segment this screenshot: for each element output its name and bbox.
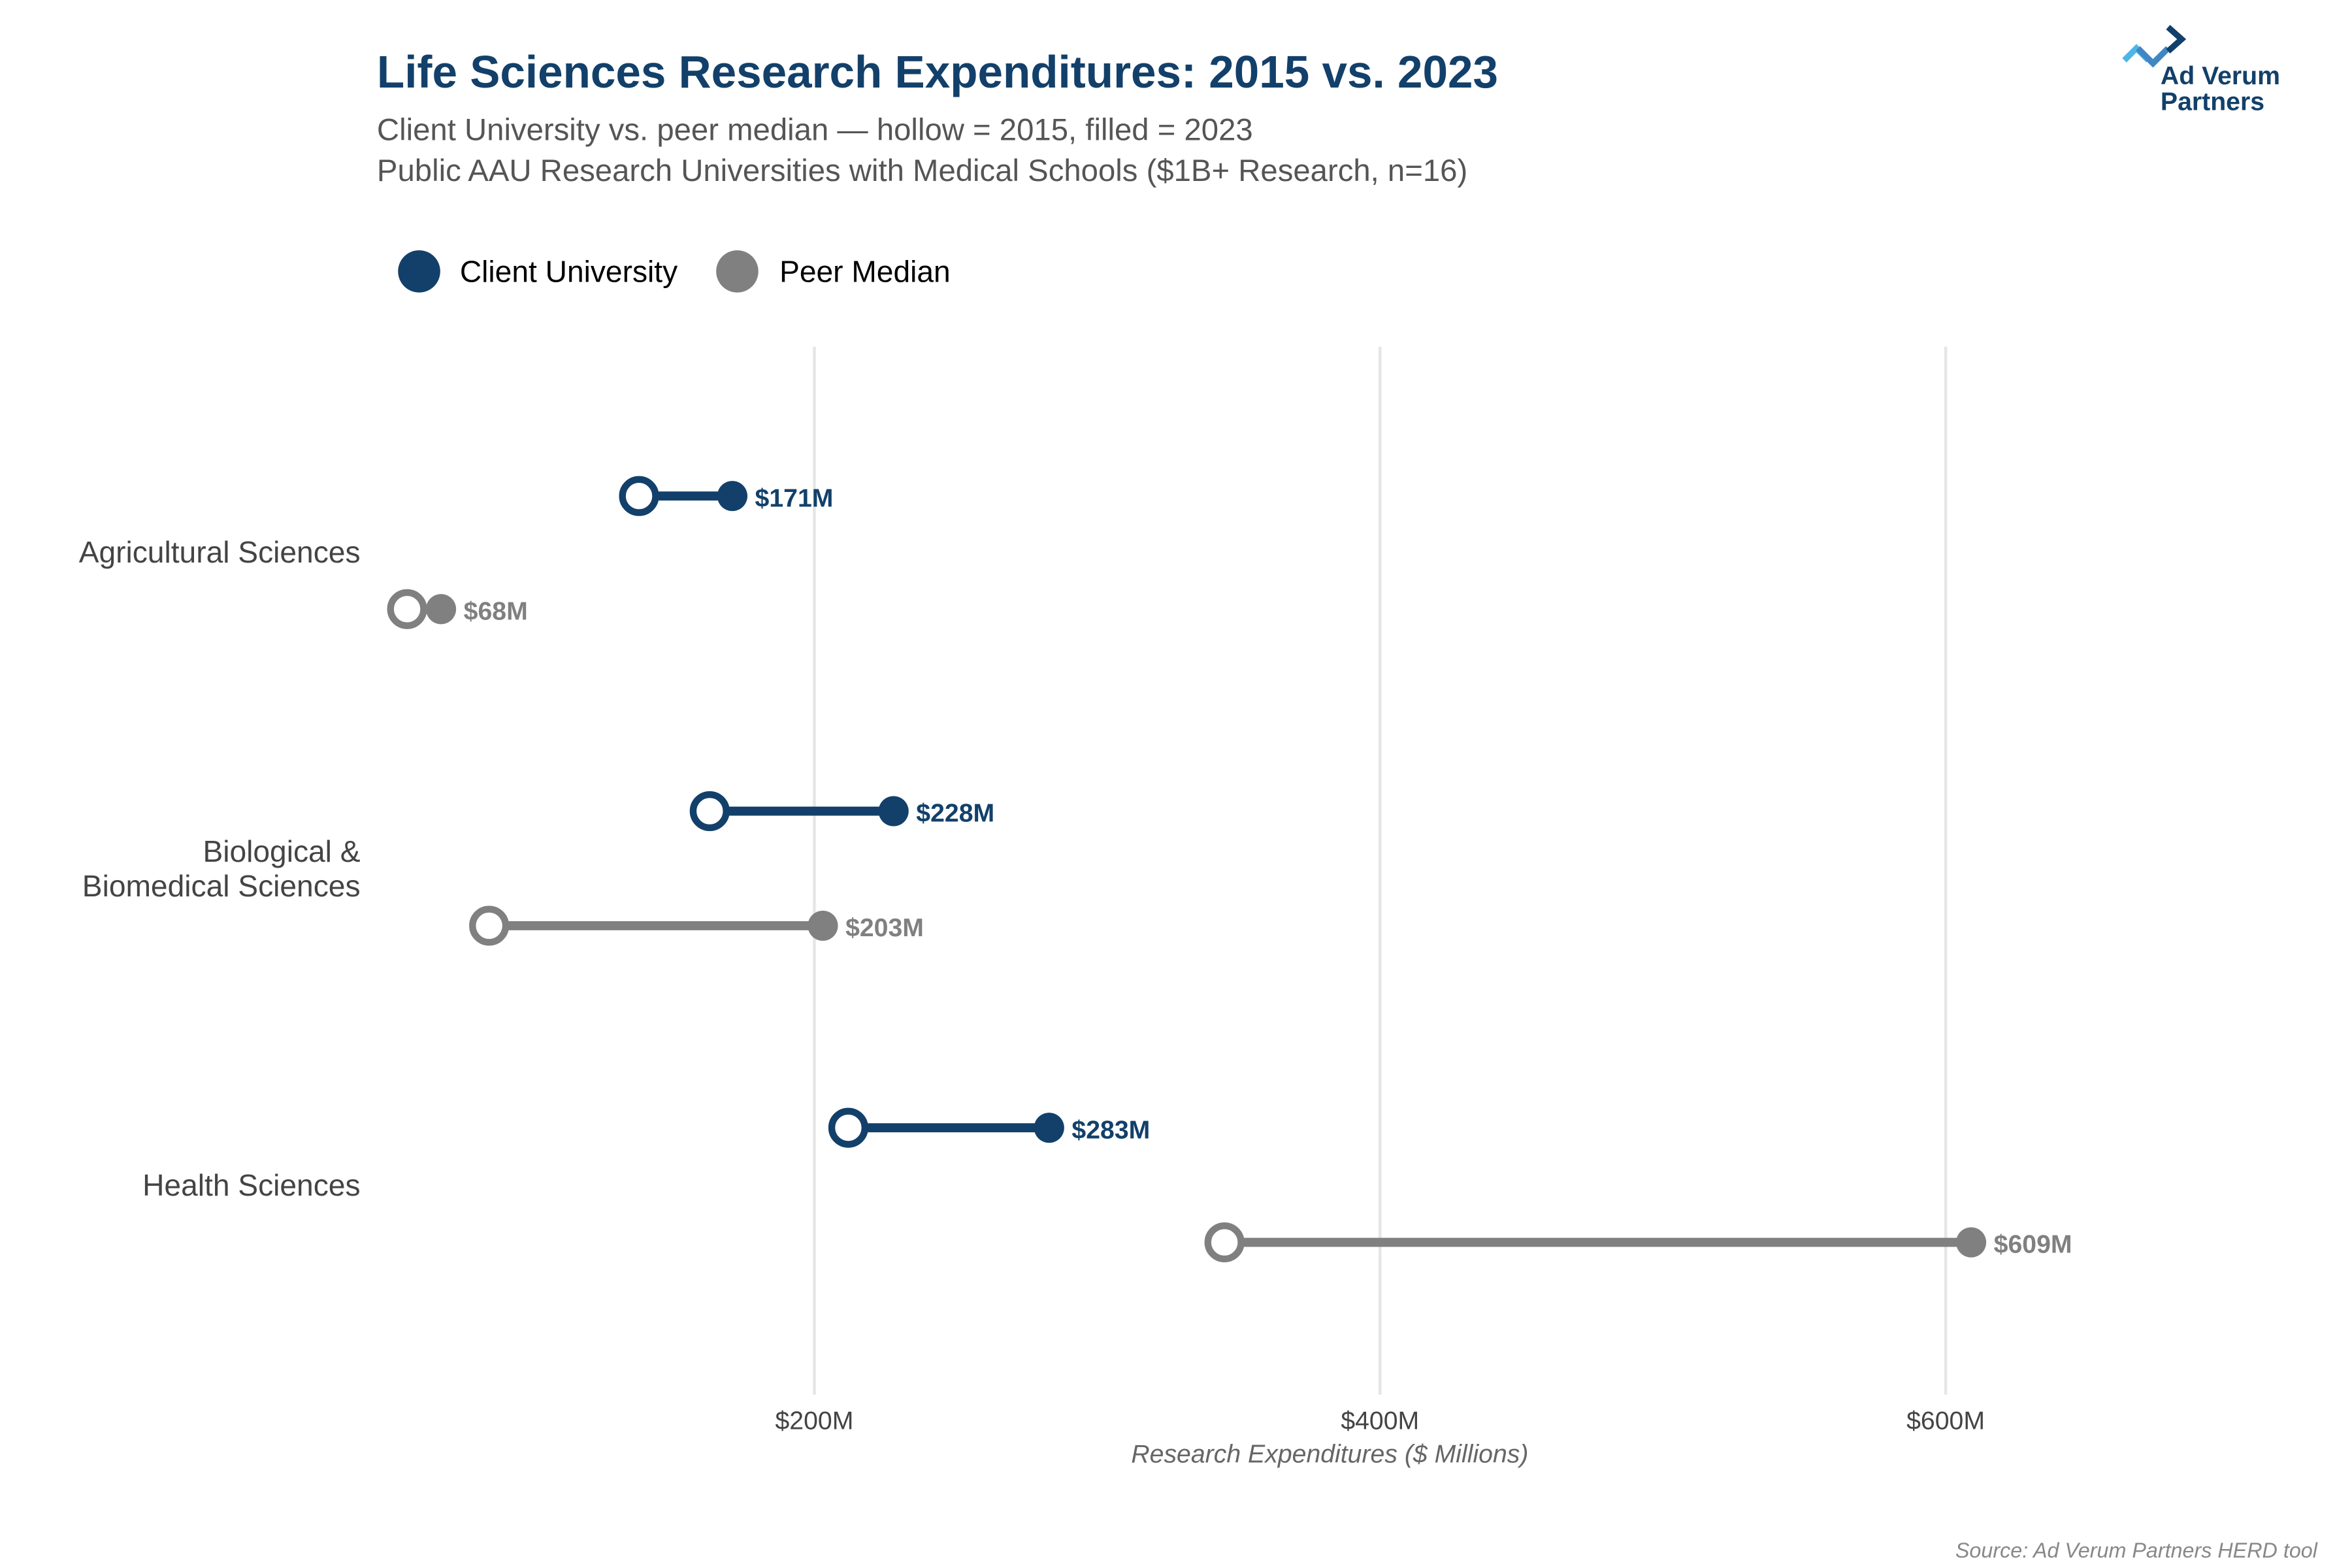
value-label: $68M: [464, 596, 528, 625]
value-label: $609M: [1994, 1230, 2072, 1259]
x-tick-label: $200M: [776, 1407, 854, 1435]
logo-text-1: Ad Verum: [2161, 61, 2280, 90]
chart-title: Life Sciences Research Expenditures: 201…: [377, 46, 1498, 97]
legend-peer-label: Peer Median: [779, 255, 951, 289]
value-label: $283M: [1071, 1115, 1150, 1144]
source-note: Source: Ad Verum Partners HERD tool: [1955, 1539, 2318, 1562]
point-2023: [717, 481, 748, 512]
category-label: Agricultural Sciences: [79, 535, 361, 569]
chart-subtitle: Client University vs. peer median — holl…: [377, 113, 1253, 148]
value-label: $171M: [755, 483, 834, 512]
gridlines: [813, 346, 1948, 1395]
x-axis-ticks: $200M $400M $600M: [776, 1407, 1985, 1435]
point-2015: [1204, 1222, 1245, 1263]
point-2015: [619, 476, 659, 516]
point-2023: [1955, 1227, 1987, 1258]
point-2015: [387, 589, 427, 629]
point-2023: [425, 594, 457, 625]
logo: Ad Verum Partners: [2122, 25, 2280, 116]
x-tick-label: $400M: [1341, 1407, 1419, 1435]
chart-subtitle-2: Public AAU Research Universities with Me…: [377, 154, 1467, 188]
logo-text-2: Partners: [2161, 87, 2264, 116]
y-axis-categories: Agricultural Sciences Biological &Biomedi…: [79, 535, 361, 1202]
category-label: Biomedical Sciences: [82, 869, 361, 903]
dumbbell-marks: $171M $228M $283M $68M $203M $609M: [387, 476, 2072, 1263]
point-2015: [689, 791, 730, 832]
value-label: $228M: [916, 799, 994, 828]
x-tick-label: $600M: [1906, 1407, 1985, 1435]
value-label: $203M: [845, 913, 924, 942]
category-label: Health Sciences: [142, 1168, 360, 1202]
legend: Client University Peer Median: [398, 250, 951, 293]
point-2015: [828, 1107, 868, 1148]
logo-chevrons-icon: [2122, 25, 2187, 68]
legend-peer-marker: [716, 250, 759, 293]
x-axis-label: Research Expenditures ($ Millions): [1131, 1439, 1528, 1468]
point-2023: [1034, 1113, 1064, 1143]
point-2023: [878, 796, 909, 826]
point-2023: [808, 910, 838, 941]
legend-client-label: Client University: [460, 255, 678, 289]
legend-client-marker: [398, 250, 440, 293]
point-2015: [469, 906, 510, 946]
category-label: Biological &: [203, 834, 360, 868]
